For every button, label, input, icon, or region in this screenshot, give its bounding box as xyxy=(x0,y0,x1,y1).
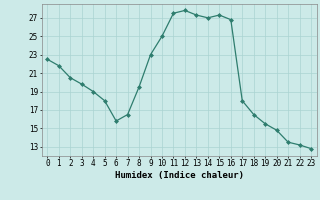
X-axis label: Humidex (Indice chaleur): Humidex (Indice chaleur) xyxy=(115,171,244,180)
